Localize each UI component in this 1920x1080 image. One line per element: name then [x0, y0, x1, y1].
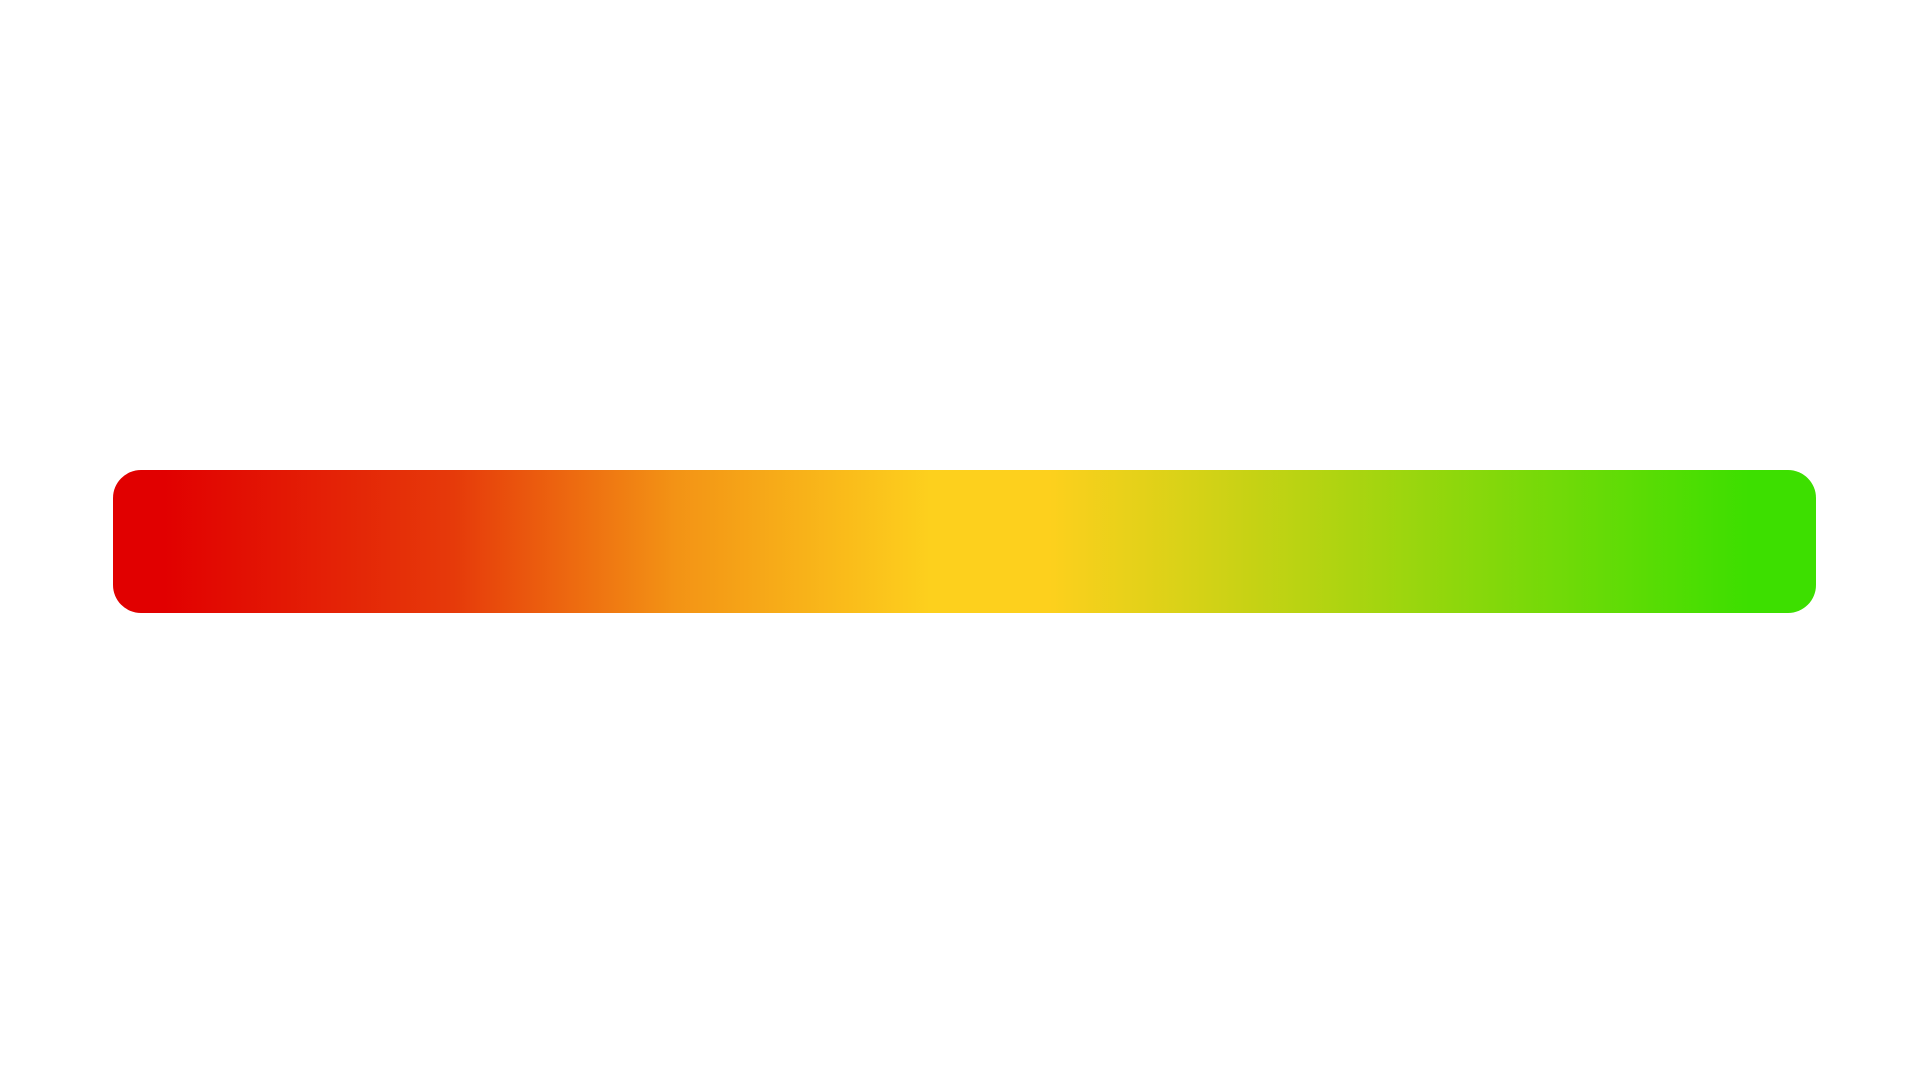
color-gradient-bar: [113, 470, 1816, 613]
